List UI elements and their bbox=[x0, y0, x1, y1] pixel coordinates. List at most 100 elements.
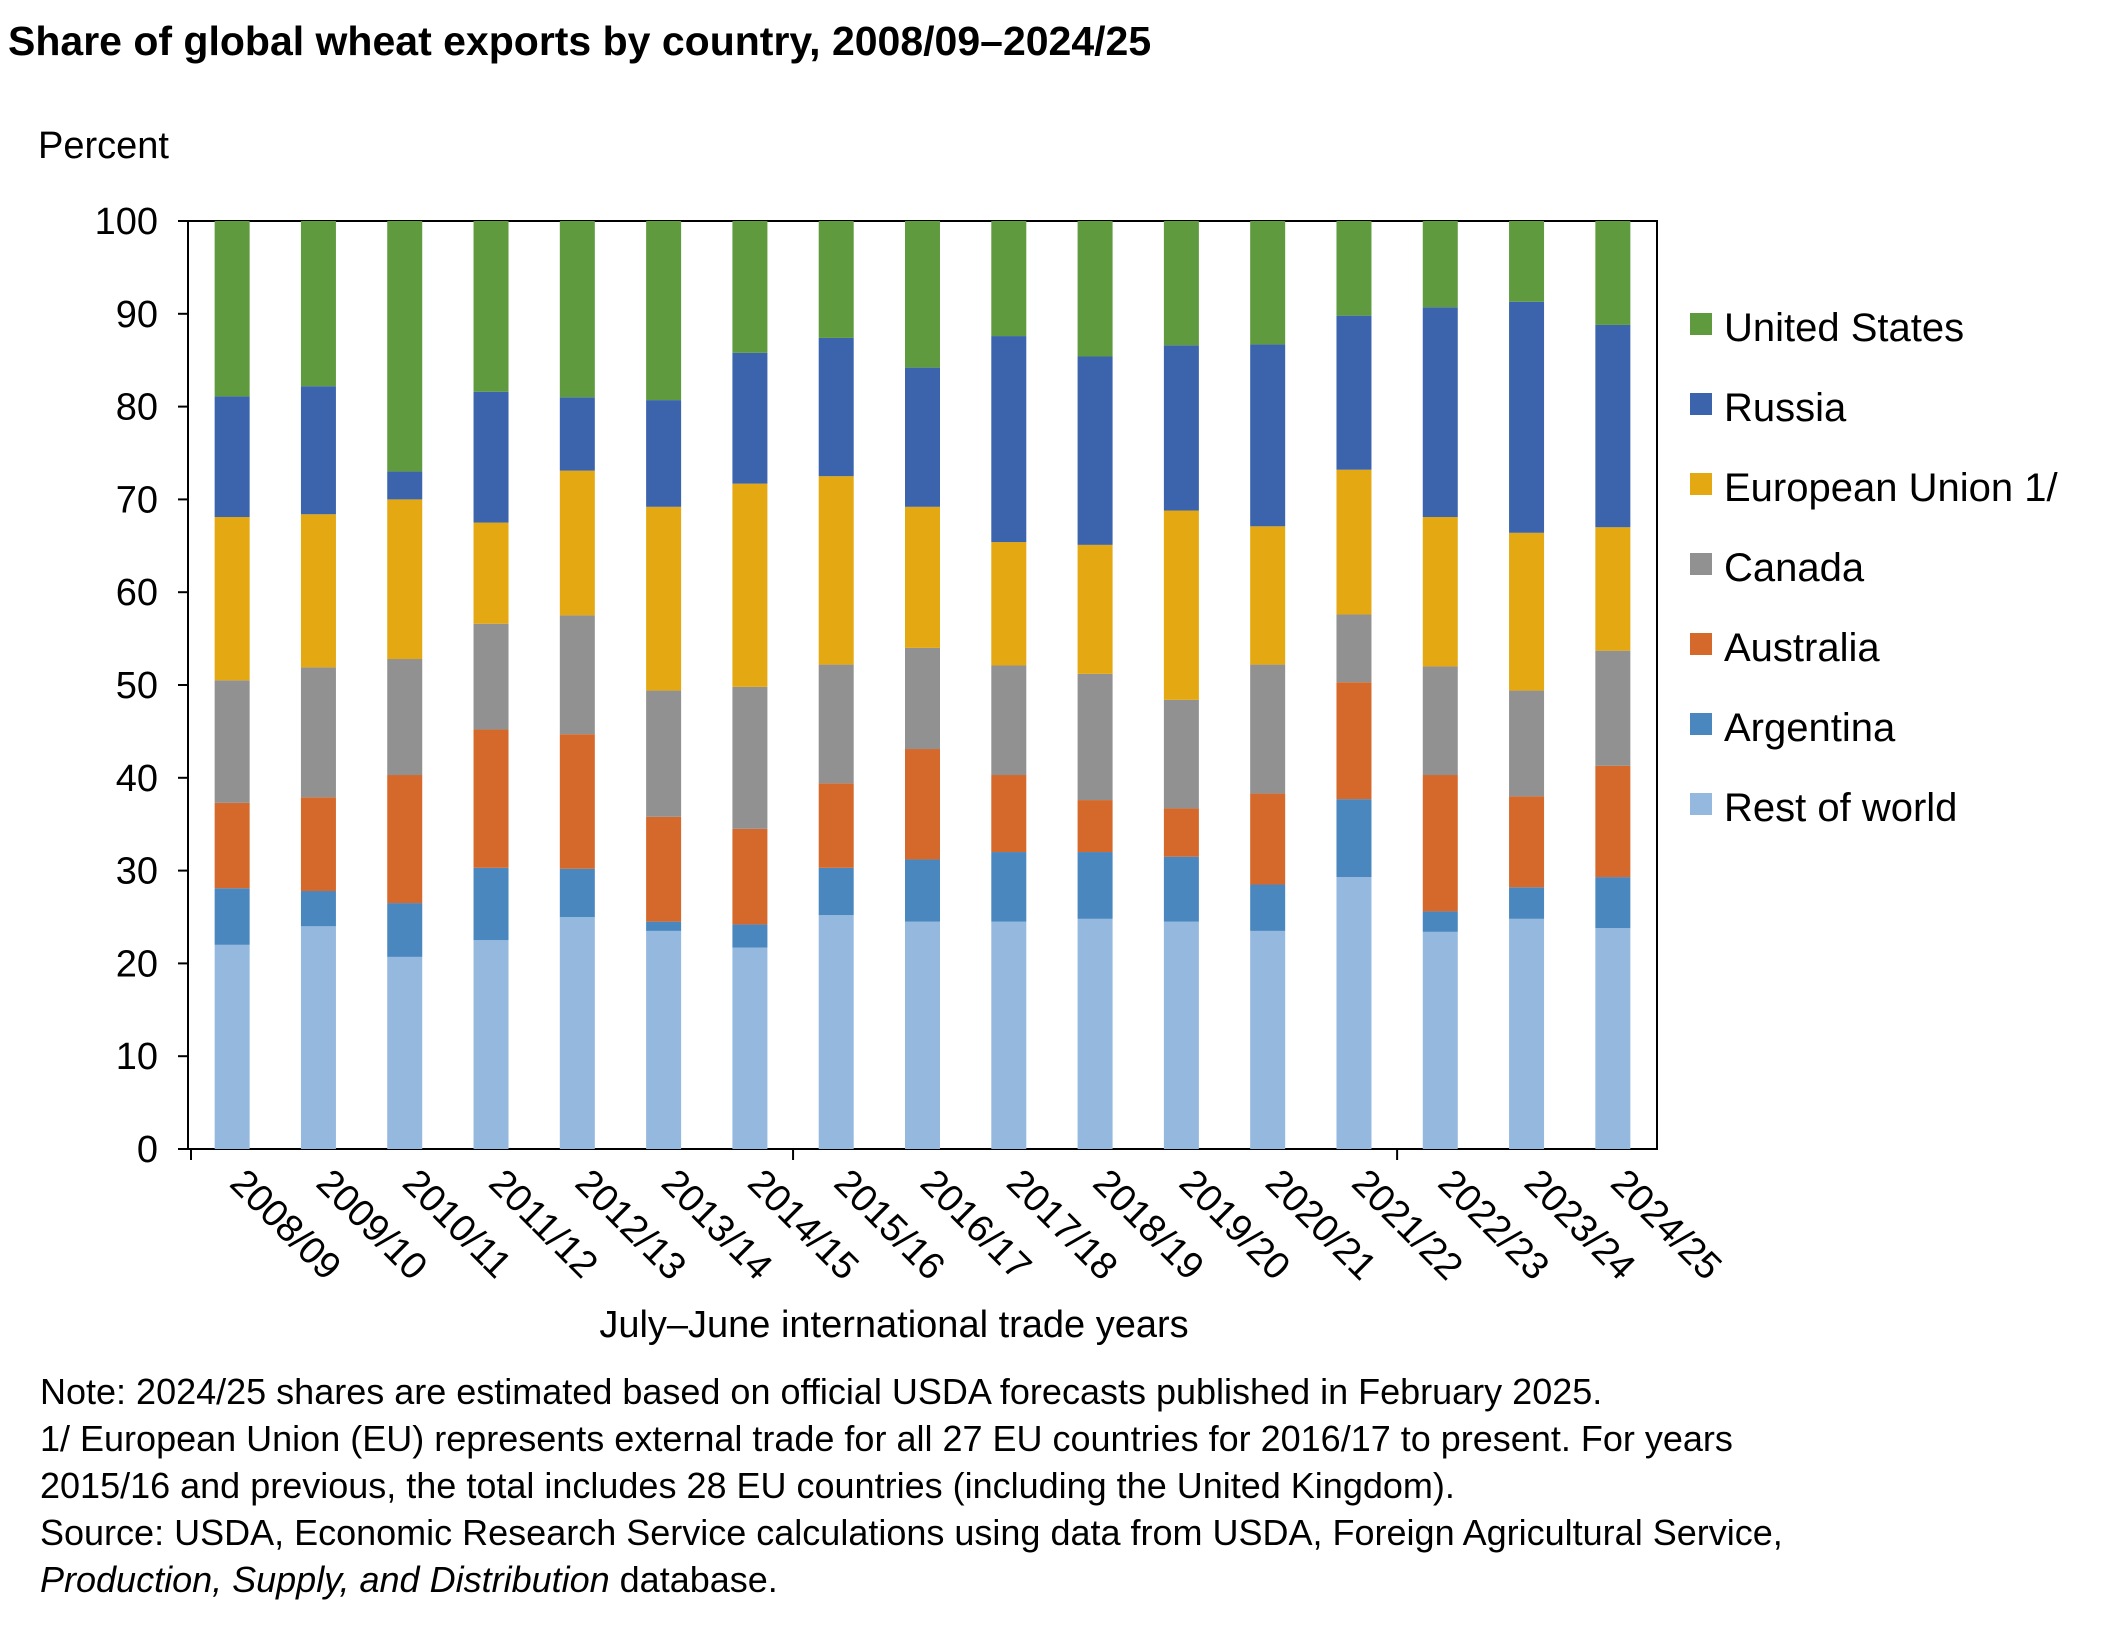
bar-segment bbox=[300, 514, 336, 668]
bar-segment bbox=[1509, 796, 1545, 888]
bar-segment bbox=[559, 734, 595, 869]
bar-segment bbox=[646, 221, 682, 401]
bar-segment bbox=[1595, 877, 1631, 929]
bar-segment bbox=[1422, 931, 1458, 1149]
bar-segment bbox=[1422, 307, 1458, 518]
y-tick-label: 30 bbox=[116, 851, 158, 893]
bar-segment bbox=[1422, 517, 1458, 667]
bar-segment bbox=[1250, 793, 1286, 885]
bar-segment bbox=[818, 915, 854, 1149]
bar-segment bbox=[1336, 614, 1372, 683]
bar-segment bbox=[991, 221, 1027, 337]
legend-label: European Union 1/ bbox=[1724, 466, 2058, 510]
y-tick-label: 20 bbox=[116, 943, 158, 985]
chart-title: Share of global wheat exports by country… bbox=[8, 18, 1152, 64]
bar-segment bbox=[646, 930, 682, 1149]
bar-segment bbox=[1595, 765, 1631, 878]
y-tick-label: 50 bbox=[116, 665, 158, 707]
bar-segment bbox=[1077, 918, 1113, 1149]
y-tick-label: 10 bbox=[116, 1036, 158, 1078]
bar-segment bbox=[732, 483, 768, 687]
bar-segment bbox=[905, 921, 940, 1149]
bar-segment bbox=[646, 690, 682, 817]
bar-segment bbox=[1595, 527, 1631, 651]
bar-segment bbox=[1250, 221, 1286, 345]
bar-segment bbox=[559, 917, 595, 1149]
bar-segment bbox=[214, 221, 250, 397]
bar-segment bbox=[991, 542, 1027, 666]
note-line: 1/ European Union (EU) represents extern… bbox=[40, 1418, 1733, 1459]
legend-label: Argentina bbox=[1724, 706, 1896, 750]
bar-segment bbox=[1163, 221, 1199, 346]
bar-segment bbox=[1163, 808, 1199, 857]
bar-segment bbox=[732, 686, 768, 829]
legend-swatch bbox=[1690, 553, 1712, 575]
legend-label: Canada bbox=[1724, 546, 1865, 590]
stacked-bar-chart: Percent 0 10 20 30 40 50 60 70 80 90 100 2008/0920… bbox=[38, 125, 2058, 1346]
bar-segment bbox=[559, 470, 595, 616]
legend-swatch bbox=[1690, 793, 1712, 815]
note-line: Production, Supply, and Distribution dat… bbox=[40, 1556, 2100, 1603]
bar-segment bbox=[905, 506, 940, 648]
bar-segment bbox=[991, 665, 1027, 776]
bar-segment bbox=[818, 476, 854, 665]
bar-segment bbox=[1336, 877, 1372, 1149]
bar-segment bbox=[214, 517, 250, 681]
bar-segment bbox=[1336, 682, 1372, 800]
note-line: Source: USDA, Economic Research Service … bbox=[40, 1512, 1783, 1553]
bar-segment bbox=[1422, 775, 1458, 912]
bar-segment bbox=[1250, 884, 1286, 931]
bar-segment bbox=[214, 802, 250, 889]
bar-segment bbox=[991, 921, 1027, 1149]
bar-segment bbox=[1595, 650, 1631, 766]
bar-segment bbox=[1336, 799, 1372, 878]
bar-segment bbox=[1422, 666, 1458, 776]
bar-segment bbox=[473, 729, 509, 868]
bar-segment bbox=[905, 859, 940, 922]
legend-label: Rest of world bbox=[1724, 786, 1957, 830]
bar-segment bbox=[1250, 664, 1286, 794]
footnotes: Note: 2024/25 shares are estimated based… bbox=[40, 1368, 2100, 1603]
bar-segment bbox=[1163, 699, 1199, 809]
bar-segment bbox=[387, 956, 423, 1149]
bar-segment bbox=[1336, 221, 1372, 316]
bar-segment bbox=[991, 852, 1027, 922]
legend-label: United States bbox=[1724, 306, 1964, 350]
y-tick-label: 80 bbox=[116, 387, 158, 429]
x-axis-label: July–June international trade years bbox=[599, 1304, 1188, 1346]
bar-segment bbox=[732, 828, 768, 925]
bar-segment bbox=[1077, 800, 1113, 853]
bar-segment bbox=[473, 623, 509, 730]
bar-segment bbox=[300, 797, 336, 892]
bar-segment bbox=[1336, 315, 1372, 470]
bar-segment bbox=[1509, 887, 1545, 919]
x-axis: 2008/092009/102010/112011/122012/132013/… bbox=[190, 1149, 1729, 1289]
bar-segment bbox=[732, 352, 768, 484]
bar-segment bbox=[1250, 344, 1286, 527]
bar-segment bbox=[559, 221, 595, 398]
y-tick-label: 40 bbox=[116, 758, 158, 800]
bar-segment bbox=[905, 749, 940, 860]
bar-segment bbox=[473, 940, 509, 1149]
bar-segment bbox=[818, 867, 854, 916]
legend-swatch bbox=[1690, 473, 1712, 495]
legend-label: Russia bbox=[1724, 386, 1847, 430]
bar-segment bbox=[732, 221, 768, 353]
bar-segment bbox=[214, 680, 250, 803]
y-axis: 0 10 20 30 40 50 60 70 80 90 100 bbox=[95, 201, 189, 1171]
bar-segment bbox=[905, 367, 940, 507]
bar-segment bbox=[1595, 928, 1631, 1149]
bar-segment bbox=[1509, 532, 1545, 691]
legend-swatch bbox=[1690, 313, 1712, 335]
bar-segment bbox=[1163, 856, 1199, 922]
bar-segment bbox=[1336, 469, 1372, 615]
bar-segment bbox=[1422, 911, 1458, 932]
bar-segment bbox=[214, 944, 250, 1149]
database-name: Production, Supply, and Distribution bbox=[40, 1559, 610, 1600]
legend-swatch bbox=[1690, 633, 1712, 655]
bar-segment bbox=[473, 522, 509, 624]
note-line: Note: 2024/25 shares are estimated based… bbox=[40, 1371, 1603, 1412]
legend-swatch bbox=[1690, 393, 1712, 415]
bar-segment bbox=[732, 924, 768, 948]
bar-segment bbox=[818, 664, 854, 784]
